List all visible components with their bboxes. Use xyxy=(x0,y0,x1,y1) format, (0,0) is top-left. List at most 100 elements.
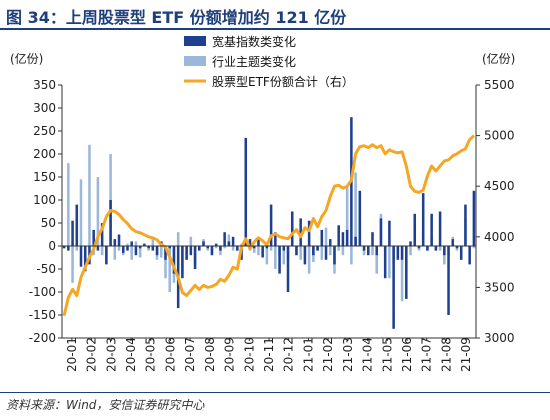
industry-bar xyxy=(227,234,231,246)
broad-index-bar xyxy=(193,246,197,269)
broad-index-bar xyxy=(92,229,95,246)
industry-bar xyxy=(117,246,121,251)
y-tick-label: -200 xyxy=(29,331,56,345)
broad-index-bar xyxy=(400,246,404,260)
industry-bar xyxy=(67,163,70,246)
broad-index-bar xyxy=(227,241,231,246)
y-tick-label: 350 xyxy=(33,78,56,92)
broad-index-bar xyxy=(126,246,129,251)
industry-bar xyxy=(113,246,117,260)
industry-bar xyxy=(341,246,345,256)
industry-bar xyxy=(345,186,349,246)
broad-index-bar xyxy=(324,246,328,260)
broad-index-bar xyxy=(265,246,269,249)
industry-bar xyxy=(151,239,155,246)
industry-bar xyxy=(282,246,286,265)
industry-bar xyxy=(100,246,104,256)
broad-index-bar xyxy=(155,246,159,256)
broad-index-bar xyxy=(231,236,235,246)
broad-index-bar xyxy=(278,246,281,274)
broad-index-bar xyxy=(282,246,286,251)
x-tick-label: 20-11 xyxy=(262,337,276,372)
broad-index-bar xyxy=(83,246,87,272)
y-tick-label: 200 xyxy=(33,147,56,161)
y2-tick-label: 5500 xyxy=(484,78,515,92)
broad-index-bar xyxy=(316,246,319,251)
broad-index-bar xyxy=(202,241,205,246)
x-tick-label: 21-08 xyxy=(439,337,453,372)
industry-bar xyxy=(134,241,138,246)
x-tick-label: 20-07 xyxy=(183,337,197,372)
broad-index-bar xyxy=(261,246,264,258)
broad-index-bar xyxy=(371,232,374,246)
industry-bar xyxy=(138,246,142,258)
x-tick-label: 21-05 xyxy=(380,337,394,372)
industry-bar xyxy=(130,246,133,260)
broad-index-bar xyxy=(274,232,277,246)
x-tick-label: 21-09 xyxy=(459,337,473,372)
broad-index-bar xyxy=(168,246,171,249)
broad-index-bar xyxy=(455,246,459,249)
industry-bar xyxy=(337,246,340,251)
broad-index-bar xyxy=(396,246,400,260)
broad-index-bar xyxy=(151,246,155,251)
broad-index-bar xyxy=(333,246,336,265)
broad-index-bar xyxy=(105,246,108,265)
broad-index-bar xyxy=(248,239,252,246)
broad-index-bar xyxy=(341,232,345,246)
y2-tick-label: 5000 xyxy=(484,129,515,143)
industry-bar xyxy=(472,246,476,249)
y-tick-label: 50 xyxy=(41,216,56,230)
y-tick-label: 100 xyxy=(33,193,56,207)
industry-bar xyxy=(324,227,328,246)
y2-tick-label: 3500 xyxy=(484,280,515,294)
broad-index-bar xyxy=(337,225,340,246)
industry-bar xyxy=(274,246,277,269)
broad-index-bar xyxy=(210,246,214,256)
industry-bar xyxy=(176,232,180,246)
broad-index-bar xyxy=(117,234,121,246)
legend-swatch-industry xyxy=(184,56,206,66)
broad-index-bar xyxy=(96,246,100,251)
industry-bar xyxy=(388,246,391,279)
broad-index-bar xyxy=(405,246,408,299)
broad-index-bar xyxy=(426,246,429,251)
industry-bar xyxy=(160,246,163,258)
broad-index-bar xyxy=(286,246,290,292)
broad-index-bar xyxy=(307,220,311,246)
broad-index-bar xyxy=(468,246,471,265)
y2-tick-label: 3000 xyxy=(484,331,515,345)
broad-index-bar xyxy=(379,218,383,246)
broad-index-bar xyxy=(138,246,142,249)
broad-index-bar xyxy=(295,246,298,256)
broad-index-bar xyxy=(269,204,273,246)
y-tick-label: 150 xyxy=(33,170,56,184)
industry-bar xyxy=(350,246,353,265)
broad-index-bar xyxy=(388,220,391,246)
industry-bar xyxy=(307,246,311,274)
title-bar: 图 34：上周股票型 ETF 份额增加约 121 亿份 xyxy=(0,0,550,30)
x-tick-label: 20-08 xyxy=(203,337,217,372)
broad-index-bar xyxy=(413,213,417,246)
industry-bar xyxy=(354,172,357,246)
broad-index-bar xyxy=(164,246,167,260)
broad-index-bar xyxy=(447,246,450,315)
industry-bar xyxy=(164,246,167,279)
broad-index-bar xyxy=(130,241,133,246)
broad-index-bar xyxy=(375,246,378,256)
broad-index-bar xyxy=(181,246,184,279)
industry-bar xyxy=(75,246,79,251)
legend-label-industry: 行业主题类变化 xyxy=(212,54,296,69)
x-tick-label: 20-02 xyxy=(85,337,99,372)
broad-index-bar xyxy=(257,239,260,246)
y-tick-label: 0 xyxy=(48,239,56,253)
broad-index-bar xyxy=(219,246,222,251)
broad-index-bar xyxy=(67,246,70,251)
industry-bar xyxy=(214,246,218,249)
broad-index-bar xyxy=(451,239,455,246)
legend-label-line: 股票型ETF份额合计（右） xyxy=(212,74,354,89)
broad-index-bar xyxy=(71,220,74,246)
broad-index-bar xyxy=(189,246,193,256)
industry-bar xyxy=(71,246,74,283)
